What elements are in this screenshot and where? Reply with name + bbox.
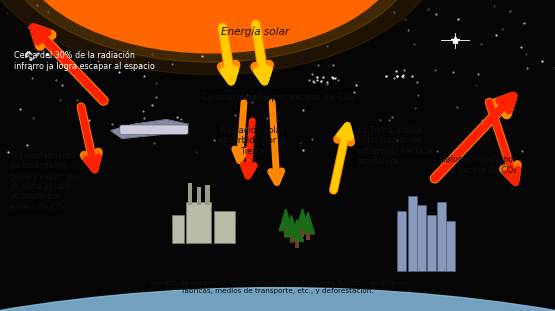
- Bar: [408, 196, 417, 271]
- Bar: [214, 211, 235, 243]
- Bar: [446, 221, 455, 271]
- Bar: [427, 215, 436, 271]
- Polygon shape: [279, 209, 292, 231]
- Bar: [205, 185, 210, 205]
- Text: Energía solar: Energía solar: [221, 26, 289, 37]
- Ellipse shape: [0, 288, 555, 311]
- Bar: [295, 240, 299, 248]
- Text: Calor atrapado por exceso de CO₂: Calor atrapado por exceso de CO₂: [201, 94, 354, 102]
- Bar: [186, 202, 211, 243]
- Bar: [197, 187, 201, 205]
- Text: Cerca del 30% de la radiación
infrarro ja logra escapar al espacio: Cerca del 30% de la radiación infrarro j…: [14, 51, 155, 71]
- Circle shape: [17, 0, 405, 53]
- Bar: [397, 211, 406, 271]
- Polygon shape: [285, 215, 298, 237]
- Text: Radiación solar
absorbida por la
Tierra: Radiación solar absorbida por la Tierra: [218, 126, 287, 156]
- Bar: [188, 183, 192, 205]
- FancyBboxPatch shape: [120, 125, 188, 134]
- Bar: [306, 232, 310, 240]
- Text: El calentamiento
de los océanos
genera vapor, que
se suma al calor
atrapado por
: El calentamiento de los océanos genera v…: [10, 151, 80, 212]
- Text: La Tierra irradia
calor (radiación
infrarroja) hacia la
atmósfera: La Tierra irradia calor (radiación infra…: [358, 126, 432, 166]
- Bar: [172, 215, 184, 243]
- Circle shape: [44, 0, 377, 37]
- Circle shape: [89, 0, 333, 12]
- Polygon shape: [111, 120, 189, 138]
- Bar: [301, 229, 304, 237]
- Circle shape: [0, 0, 422, 62]
- Circle shape: [0, 0, 444, 75]
- Text: Calor atrapado por
exceso de CO₂: Calor atrapado por exceso de CO₂: [440, 156, 516, 175]
- Bar: [417, 205, 426, 271]
- Polygon shape: [290, 220, 304, 241]
- Bar: [290, 235, 293, 243]
- Bar: [437, 202, 446, 271]
- Text: Fuentes de exceso de CO₂: quema de combustibles fósiles y de leña en
fábricas, m: Fuentes de exceso de CO₂: quema de combu…: [149, 279, 406, 294]
- Bar: [284, 229, 287, 237]
- Polygon shape: [301, 212, 315, 234]
- Polygon shape: [296, 209, 309, 231]
